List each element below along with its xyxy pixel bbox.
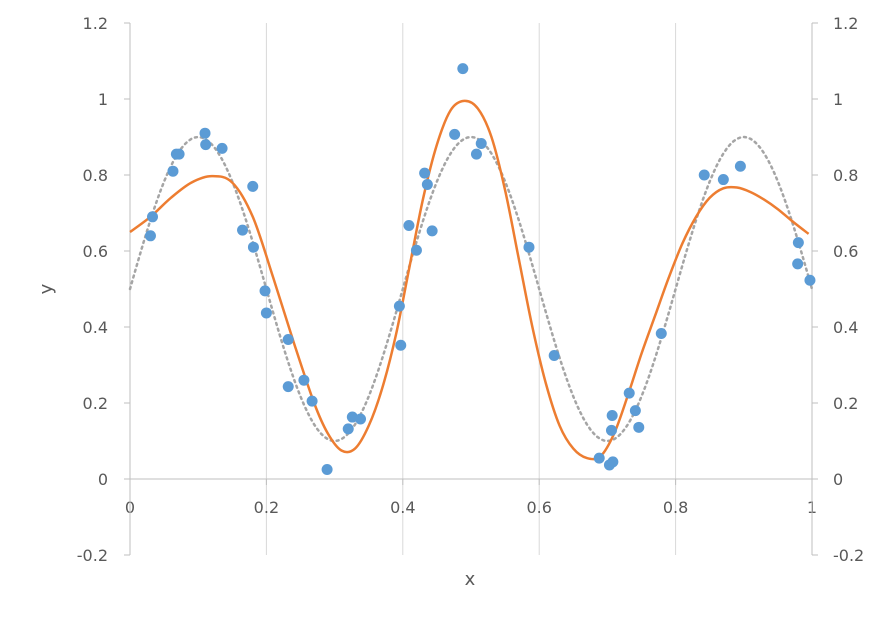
y2-tick-label: 1 xyxy=(833,90,843,109)
x-tick-label: 0.8 xyxy=(663,498,688,517)
data-point xyxy=(247,180,259,192)
data-point xyxy=(605,424,617,436)
x-axis-title: x xyxy=(465,569,476,590)
y-tick-label: 0 xyxy=(98,470,108,489)
data-point xyxy=(804,274,816,286)
true-curve-line xyxy=(128,135,814,443)
y-axis-title: y xyxy=(36,283,57,294)
y2-tick-label: -0.2 xyxy=(833,546,864,565)
data-point xyxy=(470,148,482,160)
data-point xyxy=(306,395,318,407)
data-point xyxy=(395,339,407,351)
data-point xyxy=(633,421,645,433)
data-point xyxy=(629,405,641,417)
data-point xyxy=(282,334,294,346)
data-point xyxy=(792,237,804,249)
data-point xyxy=(421,179,433,190)
data-point xyxy=(717,174,729,186)
y2-axis: -0.2 0 0.2 0.4 0.6 0.8 1 1.2 xyxy=(811,14,864,565)
data-point xyxy=(792,258,804,270)
data-point xyxy=(607,456,619,468)
x-tick-label: 0.2 xyxy=(254,498,279,517)
data-point xyxy=(734,160,746,172)
y-tick-label: 0.8 xyxy=(83,166,108,185)
y2-tick-label: 0.6 xyxy=(833,242,858,261)
data-point xyxy=(144,230,156,242)
y2-tick-label: 0.4 xyxy=(833,318,858,337)
data-point xyxy=(475,137,487,149)
data-point xyxy=(260,307,272,319)
data-point xyxy=(403,220,415,232)
data-point xyxy=(346,411,358,423)
data-point xyxy=(200,139,212,151)
data-point xyxy=(216,142,228,154)
data-point xyxy=(355,413,367,425)
data-point xyxy=(247,241,259,253)
data-point xyxy=(393,300,405,312)
plot-series xyxy=(128,63,816,475)
y-tick-label: 0.6 xyxy=(83,242,108,261)
data-point xyxy=(173,148,185,160)
data-point xyxy=(410,244,422,256)
data-point xyxy=(342,423,354,435)
data-point xyxy=(593,452,605,464)
data-point xyxy=(259,285,271,297)
y-tick-label: 0.2 xyxy=(83,394,108,413)
x-tick-label: 0.4 xyxy=(390,498,415,517)
data-point xyxy=(199,127,211,139)
y-tick-label: 1 xyxy=(98,90,108,109)
data-point xyxy=(548,350,560,361)
y2-tick-label: 1.2 xyxy=(833,14,858,33)
y-axis: -0.2 0 0.2 0.4 0.6 0.8 1 1.2 xyxy=(77,14,131,565)
data-point xyxy=(698,169,710,181)
y2-tick-label: 0 xyxy=(833,470,843,489)
y-tick-label: 0.4 xyxy=(83,318,108,337)
fitted-curve-line xyxy=(129,99,810,461)
data-point xyxy=(449,128,461,140)
y-tick-label: 1.2 xyxy=(83,14,108,33)
x-axis: 0 0.2 0.4 0.6 0.8 1 xyxy=(125,478,817,517)
data-point xyxy=(298,374,310,386)
data-point xyxy=(147,211,159,223)
data-point xyxy=(167,165,179,177)
y2-tick-label: 0.2 xyxy=(833,394,858,413)
data-point xyxy=(623,387,635,399)
data-point xyxy=(523,241,535,253)
data-point xyxy=(655,327,667,339)
data-point xyxy=(321,464,333,475)
y2-tick-label: 0.8 xyxy=(833,166,858,185)
data-point xyxy=(426,225,438,237)
data-point xyxy=(606,410,618,422)
y-tick-label: -0.2 xyxy=(77,546,108,565)
data-point xyxy=(419,167,431,179)
data-point xyxy=(237,224,249,236)
data-point xyxy=(457,63,469,75)
x-tick-label: 0.6 xyxy=(526,498,551,517)
data-point xyxy=(282,381,294,393)
